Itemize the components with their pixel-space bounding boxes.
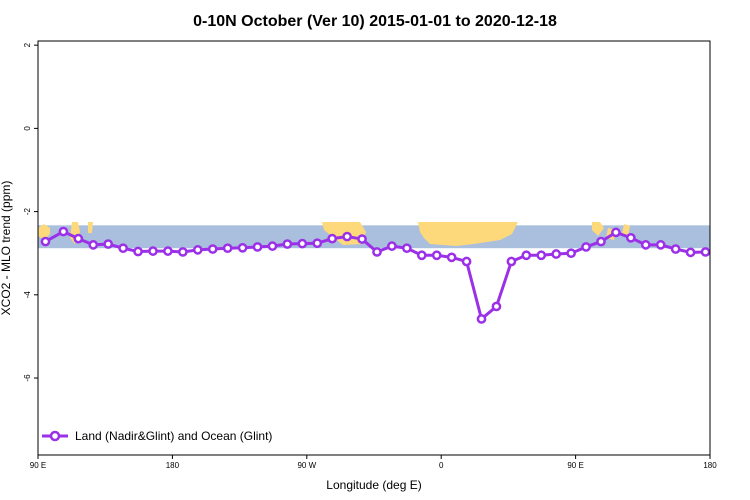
- land-shape: [418, 222, 518, 246]
- y-axis: 2 0 -2 -4 -6: [23, 42, 38, 382]
- data-point: [670, 244, 681, 254]
- data-point: [312, 238, 323, 249]
- data-point: [372, 247, 382, 257]
- data-point: [700, 247, 711, 257]
- data-point: [252, 242, 263, 252]
- data-point: [282, 239, 293, 249]
- chart-title: 0-10N October (Ver 10) 2015-01-01 to 202…: [193, 13, 557, 30]
- data-point: [626, 232, 636, 243]
- land-shape: [70, 222, 80, 244]
- data-point: [58, 226, 69, 237]
- data-point: [103, 239, 114, 249]
- data-point: [506, 256, 517, 267]
- data-point: [685, 247, 696, 258]
- data-point: [416, 250, 427, 261]
- data-point: [536, 250, 547, 261]
- land-shape: [592, 222, 604, 236]
- x-tick-label: 90 E: [30, 461, 46, 470]
- data-point: [163, 246, 173, 256]
- data-point: [655, 240, 666, 250]
- data-point: [357, 234, 367, 244]
- land-shape: [88, 222, 93, 233]
- data-point: [402, 243, 412, 254]
- legend-label: Land (Nadir&Glint) and Ocean (Glint): [75, 429, 272, 443]
- legend-marker: [49, 430, 61, 442]
- data-point: [178, 247, 188, 257]
- background-map: [38, 222, 710, 249]
- data-point: [551, 249, 562, 259]
- data-point: [611, 227, 621, 238]
- data-point: [73, 233, 84, 244]
- data-point: [133, 246, 143, 257]
- data-point: [267, 241, 278, 251]
- data-point: [581, 242, 591, 252]
- data-point: [461, 256, 472, 267]
- y-axis-label: XCO2 - MLO trend (ppm): [0, 181, 13, 316]
- data-point: [566, 248, 576, 259]
- land-shape: [38, 224, 50, 240]
- data-point: [40, 236, 51, 247]
- data-point: [521, 250, 532, 261]
- data-point: [222, 243, 233, 254]
- data-point: [297, 238, 308, 249]
- data-point: [387, 241, 397, 251]
- data-point: [596, 236, 606, 247]
- land-shape: [622, 224, 630, 236]
- x-tick-label: 90 E: [567, 461, 583, 470]
- x-axis: 90 E 180 90 W 0 90 E 180: [30, 455, 717, 470]
- y-tick-label: -6: [23, 374, 32, 382]
- data-point: [491, 301, 502, 312]
- data-point: [327, 233, 338, 244]
- y-tick-label: 0: [23, 126, 32, 131]
- ocean-band: [38, 225, 710, 249]
- x-tick-label: 180: [703, 461, 717, 470]
- plot-frame: [37, 40, 711, 456]
- data-point: [88, 240, 99, 250]
- x-tick-label: 90 W: [297, 461, 316, 470]
- y-tick-label: -2: [23, 207, 32, 215]
- data-point: [118, 243, 128, 254]
- data-point: [192, 245, 203, 255]
- legend: Land (Nadir&Glint) and Ocean (Glint): [42, 429, 272, 443]
- y-tick-label: 2: [23, 42, 32, 47]
- data-point: [476, 314, 487, 324]
- data-point: [431, 250, 442, 261]
- series-layer: [40, 226, 711, 324]
- x-tick-label: 0: [439, 461, 444, 470]
- data-point: [446, 252, 457, 263]
- x-tick-label: 180: [166, 461, 180, 470]
- data-point: [342, 231, 352, 242]
- plot-area: [37, 40, 711, 456]
- y-tick-label: -4: [23, 291, 32, 299]
- data-point: [207, 244, 218, 254]
- data-point: [640, 240, 651, 250]
- data-point: [237, 242, 248, 253]
- data-point: [148, 246, 158, 256]
- x-axis-label: Longitude (deg E): [326, 478, 421, 492]
